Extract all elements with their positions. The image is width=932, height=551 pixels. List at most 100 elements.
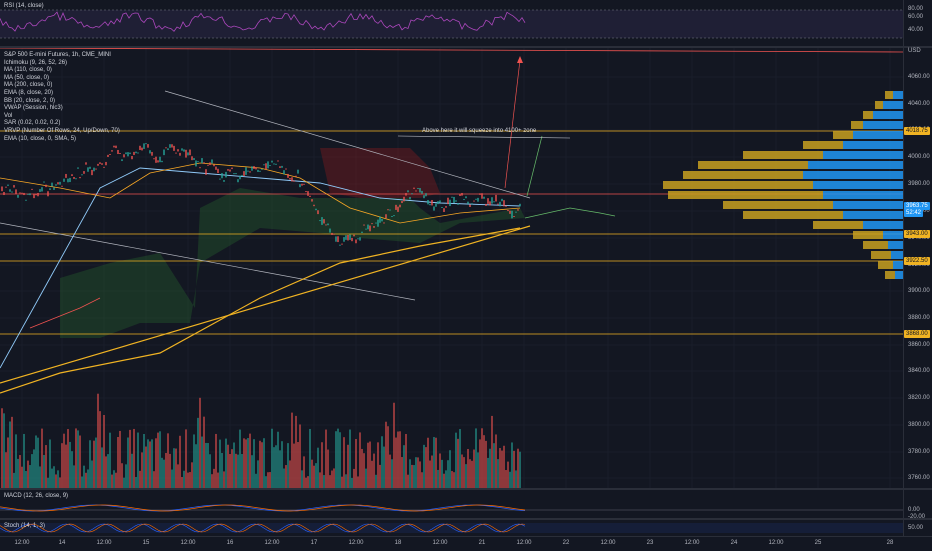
projection-arrow[interactable] [504, 59, 521, 189]
volume-bar [283, 468, 285, 488]
price-badge: 4018.75 [904, 127, 930, 135]
legend-item[interactable]: MA (50, close, 0) [4, 74, 50, 81]
legend-item[interactable]: Ichimoku (9, 26, 52, 26) [4, 59, 68, 66]
volume-bar [323, 475, 325, 488]
volume-bar [171, 469, 173, 488]
volume-bar [255, 473, 257, 488]
volume-bar [325, 429, 327, 488]
price-scale[interactable]: USD 4060.004040.004020.004000.003980.003… [903, 48, 932, 488]
volume-bar [439, 453, 441, 488]
candle [121, 159, 123, 162]
candle [197, 161, 199, 163]
volume-bar [197, 417, 199, 488]
legend-item[interactable]: MA (110, close, 0) [4, 67, 52, 74]
time-label: 28 [886, 540, 894, 546]
legend-item[interactable]: VWAP (Session, hlc3) [4, 105, 63, 112]
pane-divider[interactable] [0, 46, 932, 48]
volume-bar [405, 433, 407, 488]
volume-bar [149, 441, 151, 488]
stoch-scale[interactable]: 50.00 [903, 520, 932, 536]
candle [447, 197, 449, 205]
legend-item[interactable]: Vol [4, 112, 13, 119]
volume-bar [357, 476, 359, 488]
macd-tick: 0.00 [908, 507, 920, 513]
volume-bar [31, 454, 33, 488]
macd-pane[interactable]: MACD (12, 26, close, 9) [0, 490, 903, 518]
legend-item[interactable]: S&P 500 E-mini Futures, 1h, CME_MINI [4, 52, 111, 58]
green-projection[interactable] [526, 135, 543, 197]
main-pane[interactable]: S&P 500 E-mini Futures, 1h, CME_MINI Ichi… [0, 48, 903, 488]
arrow-head [517, 56, 523, 63]
volume-bar [207, 443, 209, 488]
volume-bar [185, 429, 187, 488]
candle [151, 151, 153, 156]
candle [399, 204, 401, 208]
legend-item[interactable]: EMA (10, close, 0, SMA, 5) [4, 135, 77, 142]
candle [85, 162, 87, 165]
price-badge: 3943.00 [904, 230, 930, 238]
volume-bar [239, 429, 241, 488]
time-label: 18 [394, 540, 402, 546]
stoch-pane[interactable]: Stoch (14, 1, 3) [0, 520, 903, 536]
rsi-tick: 80.00 [908, 6, 924, 12]
volume-bar [25, 471, 27, 488]
rsi-scale[interactable]: 80.00 60.00 40.00 [903, 0, 932, 46]
candle [57, 182, 59, 185]
macd-scale[interactable]: 0.00 -20.00 [903, 490, 932, 520]
volume-bar [81, 476, 83, 488]
volume-bar [273, 447, 275, 488]
pane-divider[interactable] [0, 518, 932, 520]
volume-bar [83, 465, 85, 488]
price-tick: 3940.00 [908, 235, 930, 241]
candle [331, 232, 333, 235]
volume-bar [437, 469, 439, 488]
volume-bar [227, 444, 229, 488]
legend-item[interactable]: BB (20, close, 2, 0) [4, 97, 56, 104]
volume-bar [37, 437, 39, 488]
legend-item[interactable]: VRVP (Number Of Rows, 24, Up/Down, 70) [4, 128, 120, 134]
volume-profile-down [853, 231, 883, 239]
candle [511, 210, 513, 219]
volume-bar [505, 470, 507, 488]
volume-bar [467, 448, 469, 488]
legend-item[interactable]: MA (200, close, 0) [4, 82, 53, 89]
volume-bar [163, 459, 165, 488]
candle [47, 191, 49, 197]
candle [263, 164, 265, 166]
time-axis[interactable]: 12:00 14 12:00 15 12:00 16 12:00 17 12:00 18 12:00… [0, 536, 932, 551]
volume-bar [109, 432, 111, 488]
volume-bar [17, 458, 19, 488]
trend-line-top[interactable] [0, 48, 903, 53]
volume-bar [11, 416, 13, 488]
rsi-pane[interactable]: RSI (14, close) [0, 0, 903, 46]
candle [107, 154, 109, 157]
legend-item[interactable]: SAR (0.02, 0.02, 0.2) [4, 120, 61, 127]
volume-bar [249, 433, 251, 488]
candle [469, 204, 471, 208]
candle [217, 168, 219, 174]
triangle-lower-line[interactable] [0, 222, 416, 301]
candle [187, 152, 189, 156]
candle [303, 183, 305, 185]
volume-bar [389, 454, 391, 488]
candle [183, 149, 185, 152]
candle [347, 235, 349, 241]
triangle-upper-line[interactable] [164, 90, 531, 199]
time-label: 16 [226, 540, 234, 546]
volume-bar [419, 461, 421, 488]
volume-bar [45, 445, 47, 488]
volume-bar [343, 437, 345, 488]
candle [93, 167, 95, 172]
legend-item[interactable]: EMA (8, close, 20) [4, 90, 54, 96]
candle [451, 196, 453, 198]
volume-bar [73, 465, 75, 488]
candle [439, 200, 441, 203]
candle [137, 152, 139, 154]
candle [473, 200, 475, 202]
candle [387, 209, 389, 211]
volume-bar [339, 432, 341, 488]
chart-annotation[interactable]: Above here it will squeeze into 4100+ zo… [422, 128, 537, 134]
volume-bar [345, 474, 347, 488]
time-label: 14 [58, 540, 66, 546]
pane-divider[interactable] [0, 488, 932, 490]
